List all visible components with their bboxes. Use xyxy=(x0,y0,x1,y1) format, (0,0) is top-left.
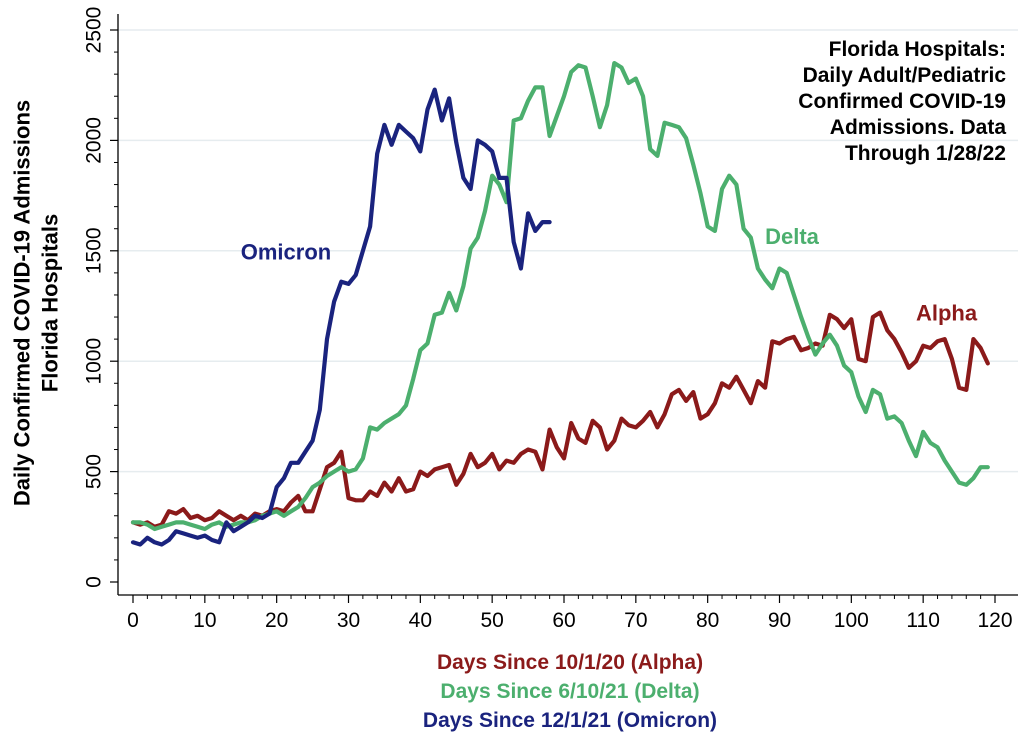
y-tick-label: 1000 xyxy=(83,338,106,385)
series-line-delta xyxy=(130,60,990,532)
x-tick-label: 10 xyxy=(193,609,216,632)
chart-title-line: Confirmed COVID-19 xyxy=(798,90,1006,113)
x-tick-label: 60 xyxy=(552,609,575,632)
series-label-delta: Delta xyxy=(765,224,820,249)
x-tick-label: 100 xyxy=(834,609,869,632)
x-tick-label: 40 xyxy=(409,609,432,632)
y-axis-label-line: Daily Confirmed COVID-19 Admissions xyxy=(10,100,35,506)
y-axis-label-line: Florida Hospitals xyxy=(38,214,63,392)
y-tick-label: 500 xyxy=(83,454,106,489)
series-line-alpha xyxy=(130,310,990,529)
x-tick-label: 0 xyxy=(127,609,139,632)
chart-title-line: Through 1/28/22 xyxy=(845,142,1006,165)
x-tick-label: 30 xyxy=(337,609,360,632)
series-label-alpha: Alpha xyxy=(916,300,978,325)
axes: 0 500 1000 1500 2000 2500 0 10 20 30 40 50 60 70 80 90 1… xyxy=(83,7,1018,632)
x-tick-label: 70 xyxy=(624,609,647,632)
series-label-omicron: Omicron xyxy=(241,240,331,265)
y-tick-label: 2000 xyxy=(83,117,106,164)
x-tick-label: 80 xyxy=(696,609,719,632)
gridlines xyxy=(118,29,1018,473)
chart-title: Florida Hospitals: Daily Adult/Pediatric C… xyxy=(798,38,1006,165)
x-axis-label-1: Days Since 6/10/21 (Delta) xyxy=(440,680,699,703)
x-tick-label: 20 xyxy=(265,609,288,632)
y-tick-label: 1500 xyxy=(83,227,106,274)
chart-title-line: Florida Hospitals: xyxy=(829,38,1006,61)
x-axis-label-0: Days Since 10/1/20 (Alpha) xyxy=(437,651,703,674)
x-tick-label: 120 xyxy=(977,609,1012,632)
y-tick-label: 0 xyxy=(83,576,106,588)
y-axis-label: Daily Confirmed COVID-19 Admissions Flori… xyxy=(10,100,63,506)
chart-title-line: Daily Adult/Pediatric xyxy=(803,64,1007,87)
y-tick-label: 2500 xyxy=(83,7,106,54)
x-tick-label: 50 xyxy=(480,609,503,632)
x-axis-labels: Days Since 10/1/20 (Alpha) Days Since 6/1… xyxy=(423,651,717,732)
series-labels: Alpha Delta Omicron xyxy=(241,224,978,325)
series-lines xyxy=(130,60,990,547)
x-axis-label-2: Days Since 12/1/21 (Omicron) xyxy=(423,709,717,732)
chart-title-line: Admissions. Data xyxy=(830,116,1007,139)
series-line-omicron xyxy=(130,87,552,547)
x-tick-label: 90 xyxy=(768,609,791,632)
x-tick-label: 110 xyxy=(906,609,939,632)
